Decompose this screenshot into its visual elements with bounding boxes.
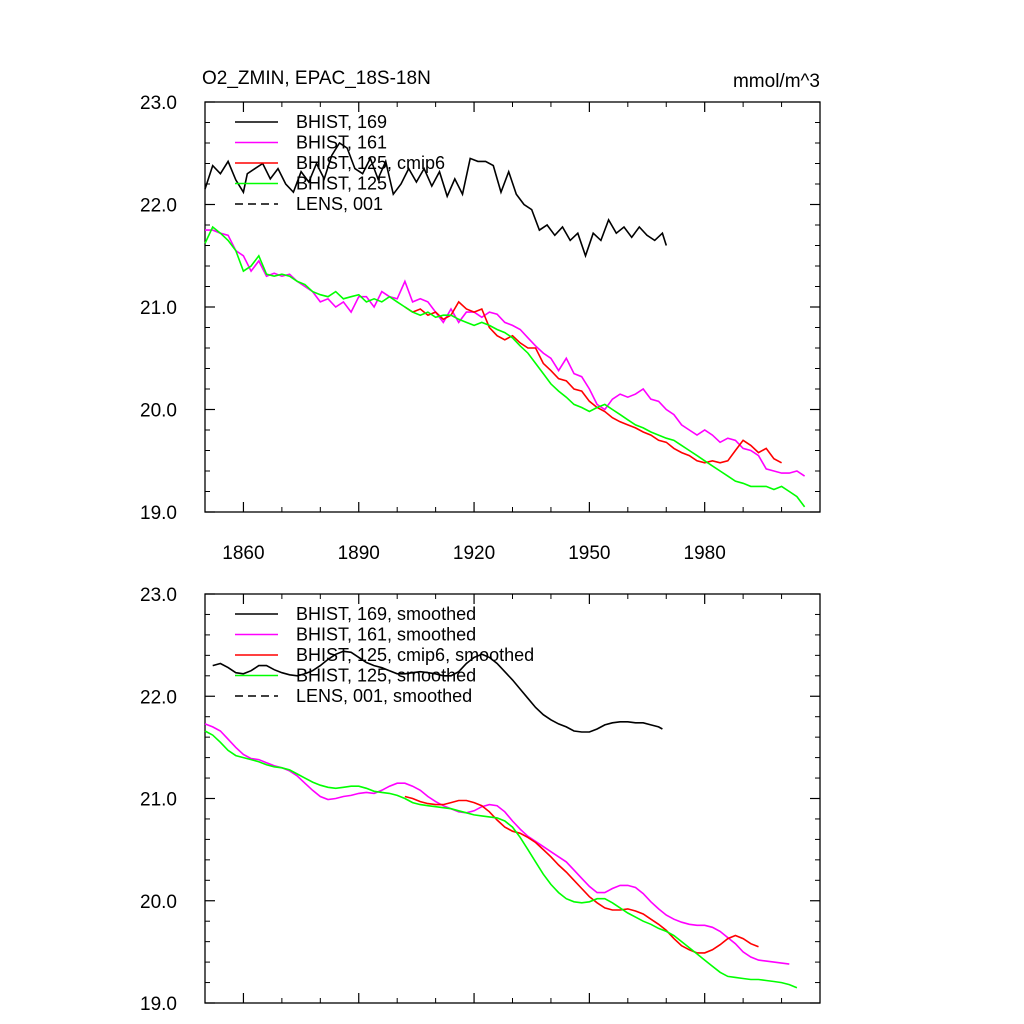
y-tick-label: 21.0: [140, 790, 177, 811]
legend-label-4: BHIST, 125, smoothed: [296, 666, 476, 686]
y-tick-label: 23.0: [140, 585, 177, 606]
series-line-4: [204, 225, 806, 508]
series-line-2: [205, 229, 806, 477]
legend-label-1: BHIST, 169: [296, 112, 387, 132]
y-tick-label: 19.0: [140, 503, 177, 524]
legend-label-1: BHIST, 169, smoothed: [296, 604, 476, 624]
top-panel: 1860 1890 1920 1950 1980 19.0 20.0 21.0 22.0 23.0…: [140, 93, 821, 564]
y-tick-label: 22.0: [140, 687, 177, 708]
legend-label-2: BHIST, 161, smoothed: [296, 625, 476, 645]
x-tick-label: 1920: [453, 543, 495, 564]
legend-label-4: BHIST, 125: [296, 174, 387, 194]
series-line-3: [404, 300, 782, 464]
y-tick-label: 22.0: [140, 196, 177, 217]
legend-label-5: LENS, 001: [296, 194, 383, 214]
x-tick-label: 1860: [222, 543, 264, 564]
chart-title: O2_ZMIN, EPAC_18S-18N: [202, 68, 431, 89]
series-line-1: [204, 141, 668, 259]
series-line-4: [204, 730, 798, 989]
series-line-3: [404, 795, 759, 954]
series-line-2: [204, 723, 790, 965]
x-tick-label: 1950: [568, 543, 610, 564]
series-line-1: [212, 650, 663, 733]
y-tick-label: 20.0: [140, 892, 177, 913]
units-label: mmol/m^3: [733, 71, 820, 92]
legend-label-3: BHIST, 125, cmip6: [296, 153, 445, 173]
y-tick-label: 23.0: [140, 93, 177, 114]
legend-label-5: LENS, 001, smoothed: [296, 686, 472, 706]
legend-label-3: BHIST, 125, cmip6, smoothed: [296, 645, 534, 665]
y-tick-label: 21.0: [140, 298, 177, 319]
y-tick-label: 19.0: [140, 994, 177, 1015]
y-tick-label: 20.0: [140, 401, 177, 422]
bottom-panel: 19.0 20.0 21.0 22.0 23.0 BHIST, 169, smoothed…: [140, 585, 821, 1015]
x-tick-label: 1980: [684, 543, 726, 564]
x-tick-label: 1890: [338, 543, 380, 564]
legend-label-2: BHIST, 161: [296, 133, 387, 153]
